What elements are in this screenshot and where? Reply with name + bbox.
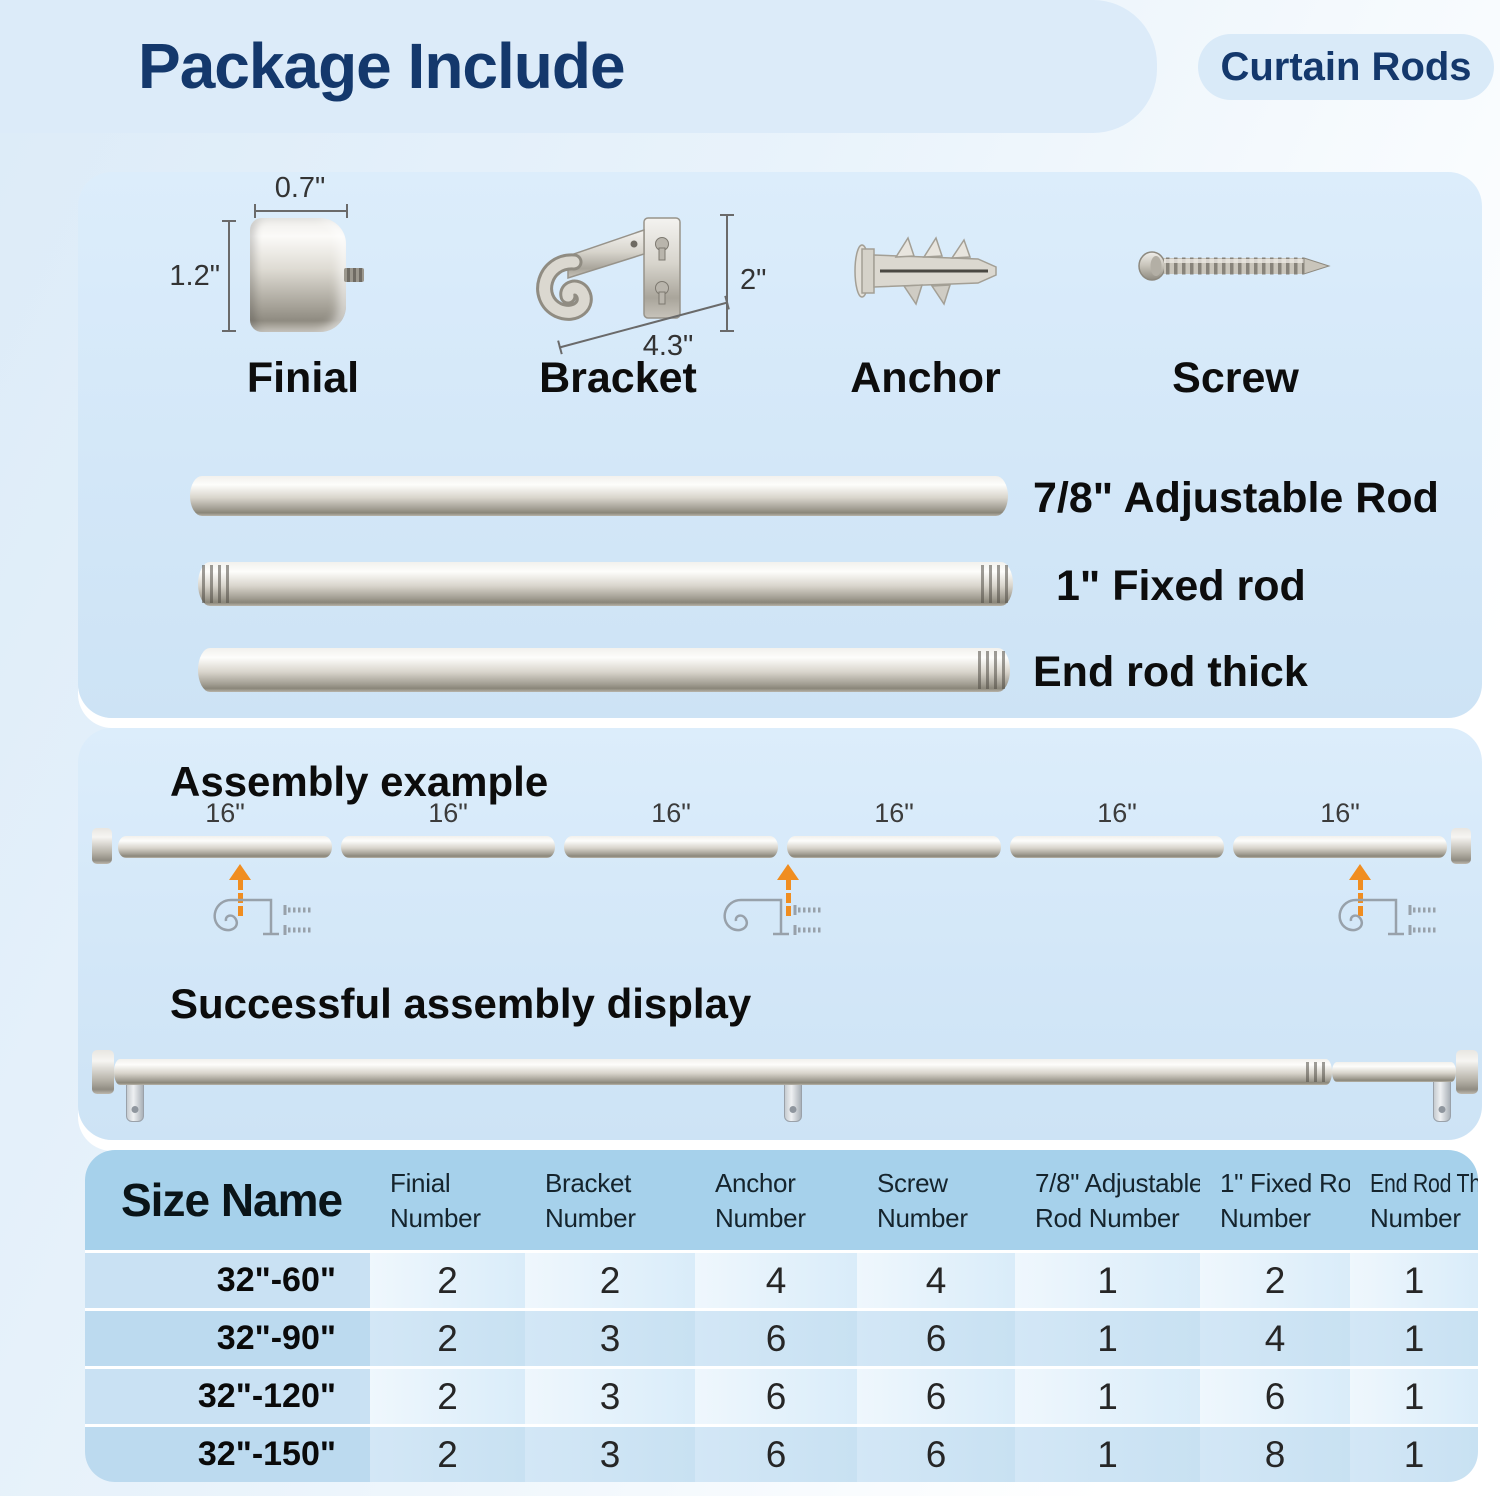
assembled-rod-image — [114, 1059, 1332, 1085]
column-header-fixed-rod: 1" Fixed Rod Number — [1200, 1150, 1366, 1250]
anchor-image — [854, 236, 997, 306]
bracket-position-arrow-icon — [229, 864, 251, 916]
bracket-sketch-icon — [1338, 898, 1438, 936]
column-header-anchor: Anchor Number — [695, 1150, 857, 1250]
finial-width-dimension-line — [254, 204, 348, 218]
table-cell: 1 — [1350, 1253, 1478, 1308]
fixed-rod-label: 1" Fixed rod — [1056, 562, 1306, 610]
segment-length-label: 16" — [1097, 798, 1137, 828]
table-cell: 1 — [1015, 1427, 1200, 1482]
assembly-example-title: Assembly example — [170, 758, 549, 805]
bracket-width-dimension: 4.3" — [642, 330, 694, 362]
rod-segment — [1010, 836, 1224, 858]
assembly-panel: Assembly example 16" 16" 16" 16" 16" 16" — [78, 728, 1482, 1140]
size-cell: 32"-150" — [85, 1427, 370, 1482]
rod-ridge — [978, 651, 1006, 689]
adjustable-rod-label: 7/8" Adjustable Rod — [1033, 474, 1439, 522]
finial-cap-image — [92, 1050, 114, 1094]
finial-cap-image — [1456, 1050, 1478, 1094]
rod-ridge — [981, 565, 1009, 603]
table-cell: 6 — [857, 1427, 1015, 1482]
table-cell: 6 — [695, 1427, 857, 1482]
finial-width-dimension: 0.7" — [274, 172, 326, 204]
column-header-bracket: Bracket Number — [525, 1150, 695, 1250]
table-cell: 3 — [525, 1369, 695, 1424]
end-rod-label: End rod thick — [1033, 648, 1308, 696]
column-header-finial: Finial Number — [370, 1150, 525, 1250]
table-cell: 6 — [695, 1311, 857, 1366]
table-cell: 4 — [1200, 1311, 1350, 1366]
table-cell: 6 — [857, 1311, 1015, 1366]
anchor-label: Anchor — [850, 354, 1001, 402]
screw-image — [1138, 251, 1331, 281]
table-cell: 1 — [1350, 1369, 1478, 1424]
column-header-adjustable-rod: 7/8" Adjustable Rod Number — [1015, 1150, 1203, 1250]
column-header-screw: Screw Number — [857, 1150, 1015, 1250]
parts-panel: 0.7" 1.2" Finial 2" 4.3" Br — [78, 172, 1482, 718]
fixed-rod-image — [198, 562, 1013, 606]
bracket-height-dimension-line — [720, 214, 734, 332]
column-header-size-name: Size Name — [85, 1150, 370, 1250]
size-cell: 32"-60" — [85, 1253, 370, 1308]
adjustable-rod-image — [190, 476, 1008, 516]
table-cell: 4 — [857, 1253, 1015, 1308]
rod-segment — [787, 836, 1001, 858]
table-cell: 6 — [857, 1369, 1015, 1424]
segment-length-label: 16" — [205, 798, 245, 828]
segment-length-label: 16" — [1320, 798, 1360, 828]
bracket-label: Bracket — [539, 354, 697, 402]
table-cell: 1 — [1015, 1253, 1200, 1308]
table-cell: 1 — [1015, 1369, 1200, 1424]
end-rod-image — [198, 648, 1010, 692]
table-cell: 1 — [1015, 1311, 1200, 1366]
rod-ridge — [202, 565, 230, 603]
finial-cap-image — [1451, 828, 1471, 864]
rod-segment — [341, 836, 555, 858]
product-badge: Curtain Rods — [1198, 34, 1494, 100]
finial-image — [250, 218, 346, 332]
finial-height-dimension-line — [222, 220, 236, 332]
table-cell: 2 — [1200, 1253, 1350, 1308]
table-cell: 8 — [1200, 1427, 1350, 1482]
table-cell: 2 — [370, 1427, 525, 1482]
bracket-sketch-icon — [213, 898, 313, 936]
rod-segment — [1233, 836, 1447, 858]
table-cell: 3 — [525, 1311, 695, 1366]
screw-label: Screw — [1172, 354, 1299, 402]
bracket-position-arrow-icon — [1349, 864, 1371, 916]
finial-cap-image — [92, 828, 112, 864]
bracket-position-arrow-icon — [777, 864, 799, 916]
finial-screw-image — [344, 268, 364, 282]
size-cell: 32"-120" — [85, 1369, 370, 1424]
bracket-height-dimension: 2" — [740, 264, 767, 296]
table-cell: 2 — [370, 1369, 525, 1424]
segment-length-label: 16" — [874, 798, 914, 828]
page-title: Package Include — [138, 30, 626, 102]
finial-label: Finial — [246, 354, 360, 402]
table-cell: 2 — [370, 1253, 525, 1308]
table-cell: 4 — [695, 1253, 857, 1308]
assembly-display-title: Successful assembly display — [170, 980, 752, 1027]
rod-segment — [118, 836, 332, 858]
rod-segment — [564, 836, 778, 858]
header-banner — [0, 0, 1157, 133]
table-cell: 1 — [1350, 1311, 1478, 1366]
size-cell: 32"-90" — [85, 1311, 370, 1366]
table-cell: 6 — [695, 1369, 857, 1424]
assembled-rod-thin-section — [1332, 1062, 1456, 1082]
rod-ridge — [1306, 1062, 1328, 1082]
table-cell: 2 — [525, 1253, 695, 1308]
table-cell: 3 — [525, 1427, 695, 1482]
bracket-sketch-icon — [723, 898, 823, 936]
table-cell: 6 — [1200, 1369, 1350, 1424]
segment-length-label: 16" — [651, 798, 691, 828]
bracket-image — [536, 217, 681, 321]
parts-count-table: Size Name Finial Number Bracket Number Anc… — [85, 1150, 1478, 1482]
segment-length-label: 16" — [428, 798, 468, 828]
table-cell: 1 — [1350, 1427, 1478, 1482]
table-cell: 2 — [370, 1311, 525, 1366]
column-header-end-rod-thick: End Rod ThickNumber — [1350, 1150, 1478, 1250]
finial-height-dimension: 1.2" — [169, 260, 220, 292]
